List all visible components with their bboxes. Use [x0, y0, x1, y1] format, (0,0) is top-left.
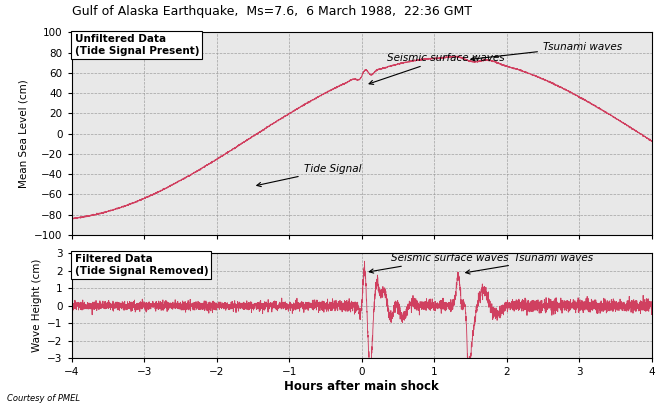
Text: Hours after main shock: Hours after main shock [284, 380, 439, 393]
Text: Tsunami waves: Tsunami waves [471, 42, 622, 61]
Text: Filtered Data
(Tide Signal Removed): Filtered Data (Tide Signal Removed) [74, 254, 208, 276]
Y-axis label: Wave Height (cm): Wave Height (cm) [32, 259, 42, 352]
Text: Seismic surface waves: Seismic surface waves [369, 253, 509, 273]
Text: Courtesy of PMEL: Courtesy of PMEL [7, 394, 80, 403]
Text: Tsunami waves: Tsunami waves [465, 253, 593, 274]
Y-axis label: Mean Sea Level (cm): Mean Sea Level (cm) [19, 79, 29, 188]
Text: Unfiltered Data
(Tide Signal Present): Unfiltered Data (Tide Signal Present) [74, 34, 199, 56]
Text: Gulf of Alaska Earthquake,  Ms=7.6,  6 March 1988,  22:36 GMT: Gulf of Alaska Earthquake, Ms=7.6, 6 Mar… [72, 5, 471, 18]
Text: Tide Signal: Tide Signal [257, 164, 361, 187]
Text: Seismic surface waves: Seismic surface waves [369, 53, 505, 84]
